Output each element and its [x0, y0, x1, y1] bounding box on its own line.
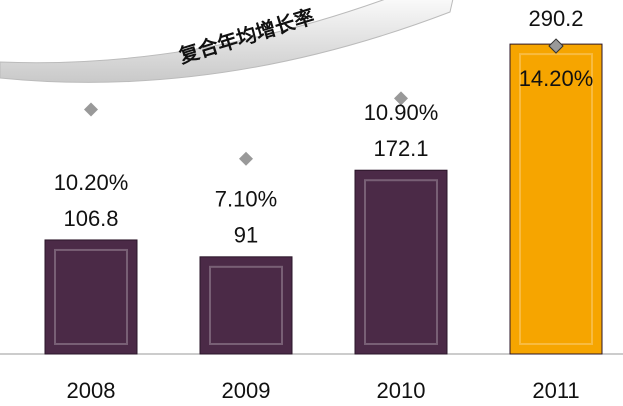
bar-bevel [364, 179, 438, 345]
value-label: 91 [234, 223, 258, 248]
value-label: 172.1 [373, 136, 428, 161]
value-label: 106.8 [63, 206, 118, 231]
growth-label: 10.20% [54, 170, 129, 195]
bar [199, 256, 293, 355]
growth-label: 14.20% [519, 66, 594, 91]
bar [354, 169, 448, 355]
growth-marker [548, 38, 564, 54]
value-label: 290.2 [528, 6, 583, 31]
growth-label: 10.90% [364, 100, 439, 125]
bar [44, 239, 138, 355]
growth-label: 7.10% [215, 187, 277, 212]
banner-arrow [0, 0, 454, 83]
bar-bevel [519, 53, 593, 345]
x-tick-label: 2010 [377, 378, 426, 403]
bar [509, 43, 603, 355]
x-tick-label: 2008 [67, 378, 116, 403]
growth-marker [84, 102, 98, 117]
x-tick-label: 2009 [222, 378, 271, 403]
bar-bevel [54, 248, 128, 345]
growth-marker [239, 151, 253, 166]
growth-marker [394, 91, 408, 106]
bar-bevel [209, 265, 283, 345]
x-tick-label: 2011 [532, 378, 579, 403]
